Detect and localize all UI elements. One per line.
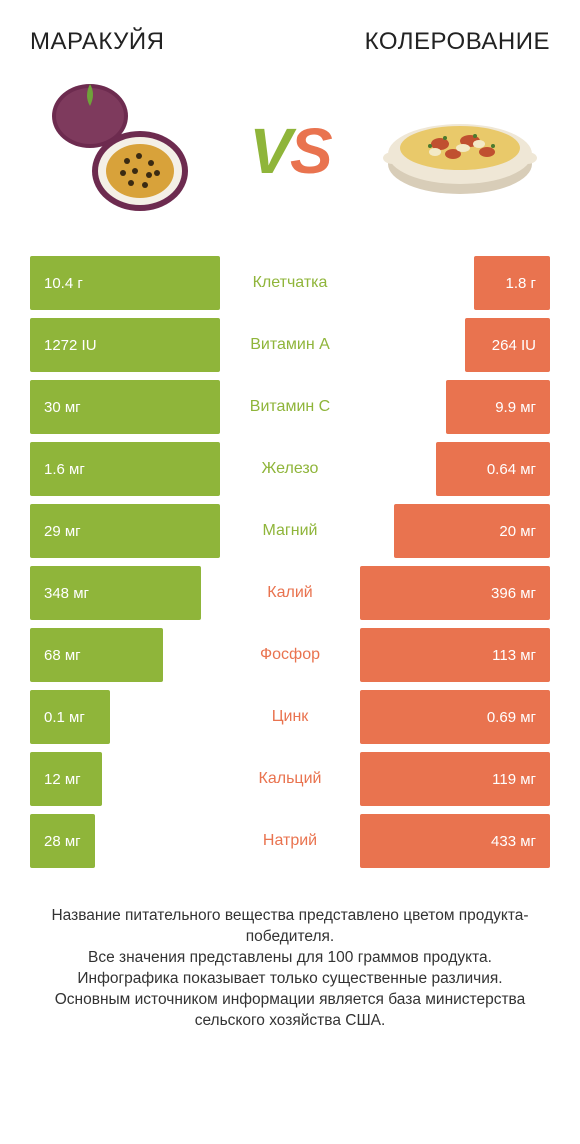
footer-line: Инфографика показывает только существенн… <box>30 969 550 990</box>
right-food-title: Колерование <box>365 28 550 56</box>
chart-row: 1272 IUВитамин A 264 IU <box>30 318 550 372</box>
footer-line: Название питательного вещества представл… <box>30 906 550 948</box>
chart-row: 68 мг Фосфор113 мг <box>30 628 550 682</box>
left-food-image <box>30 76 210 226</box>
vs-letter-s: S <box>290 115 331 187</box>
nutrient-label: Цинк <box>220 690 360 744</box>
image-row: VS <box>0 66 580 256</box>
right-bar-container: 396 мг <box>360 566 550 620</box>
nutrient-label: Калий <box>220 566 360 620</box>
left-bar: 1272 IU <box>30 318 220 372</box>
comparison-chart: 10.4 гКлетчатка 1.8 г 1272 IUВитамин A 264 … <box>0 256 580 868</box>
footer-note: Название питательного вещества представл… <box>0 876 580 1032</box>
left-bar: 29 мг <box>30 504 220 558</box>
nutrient-label: Железо <box>220 442 360 496</box>
chart-row: 0.1 мг Цинк0.69 мг <box>30 690 550 744</box>
right-bar: 0.69 мг <box>360 690 550 744</box>
left-bar: 12 мг <box>30 752 102 806</box>
left-bar-container: 1272 IU <box>30 318 220 372</box>
left-bar: 0.1 мг <box>30 690 110 744</box>
left-bar: 28 мг <box>30 814 95 868</box>
right-bar: 119 мг <box>360 752 550 806</box>
nutrient-label: Фосфор <box>220 628 360 682</box>
right-bar-container: 264 IU <box>360 318 550 372</box>
right-bar-container: 113 мг <box>360 628 550 682</box>
chart-row: 10.4 гКлетчатка 1.8 г <box>30 256 550 310</box>
right-bar-container: 0.64 мг <box>360 442 550 496</box>
right-bar-container: 433 мг <box>360 814 550 868</box>
left-bar-container: 28 мг <box>30 814 220 868</box>
vs-letter-v: V <box>249 115 290 187</box>
right-bar-container: 1.8 г <box>360 256 550 310</box>
left-bar: 348 мг <box>30 566 201 620</box>
left-bar-container: 1.6 мг <box>30 442 220 496</box>
footer-line: Основным источником информации является … <box>30 990 550 1032</box>
chart-row: 12 мг Кальций119 мг <box>30 752 550 806</box>
right-bar-container: 119 мг <box>360 752 550 806</box>
left-bar-container: 30 мг <box>30 380 220 434</box>
nutrient-label: Магний <box>220 504 360 558</box>
right-bar: 9.9 мг <box>446 380 551 434</box>
left-bar-container: 348 мг <box>30 566 220 620</box>
chart-row: 28 мг Натрий433 мг <box>30 814 550 868</box>
chart-row: 30 мгВитамин C 9.9 мг <box>30 380 550 434</box>
left-bar: 1.6 мг <box>30 442 220 496</box>
right-food-image <box>370 76 550 226</box>
chart-row: 348 мг Калий396 мг <box>30 566 550 620</box>
left-bar-container: 68 мг <box>30 628 220 682</box>
left-bar: 30 мг <box>30 380 220 434</box>
left-bar: 10.4 г <box>30 256 220 310</box>
left-bar-container: 0.1 мг <box>30 690 220 744</box>
left-bar-container: 10.4 г <box>30 256 220 310</box>
nutrient-label: Витамин C <box>220 380 360 434</box>
right-bar-container: 0.69 мг <box>360 690 550 744</box>
right-bar: 0.64 мг <box>436 442 550 496</box>
nutrient-label: Клетчатка <box>220 256 360 310</box>
right-bar: 113 мг <box>360 628 550 682</box>
nutrient-label: Кальций <box>220 752 360 806</box>
left-bar-container: 29 мг <box>30 504 220 558</box>
right-bar: 396 мг <box>360 566 550 620</box>
right-bar: 264 IU <box>465 318 551 372</box>
left-food-title: Mаракуйя <box>30 28 165 56</box>
left-bar-container: 12 мг <box>30 752 220 806</box>
chart-row: 29 мгМагний 20 мг <box>30 504 550 558</box>
right-bar: 20 мг <box>394 504 550 558</box>
chart-row: 1.6 мгЖелезо 0.64 мг <box>30 442 550 496</box>
nutrient-label: Натрий <box>220 814 360 868</box>
nutrient-label: Витамин A <box>220 318 360 372</box>
right-bar-container: 20 мг <box>360 504 550 558</box>
left-bar: 68 мг <box>30 628 163 682</box>
vs-badge: VS <box>249 114 330 188</box>
right-bar: 1.8 г <box>474 256 550 310</box>
footer-line: Все значения представлены для 100 граммо… <box>30 948 550 969</box>
header: Mаракуйя Колерование <box>0 0 580 66</box>
right-bar-container: 9.9 мг <box>360 380 550 434</box>
right-bar: 433 мг <box>360 814 550 868</box>
